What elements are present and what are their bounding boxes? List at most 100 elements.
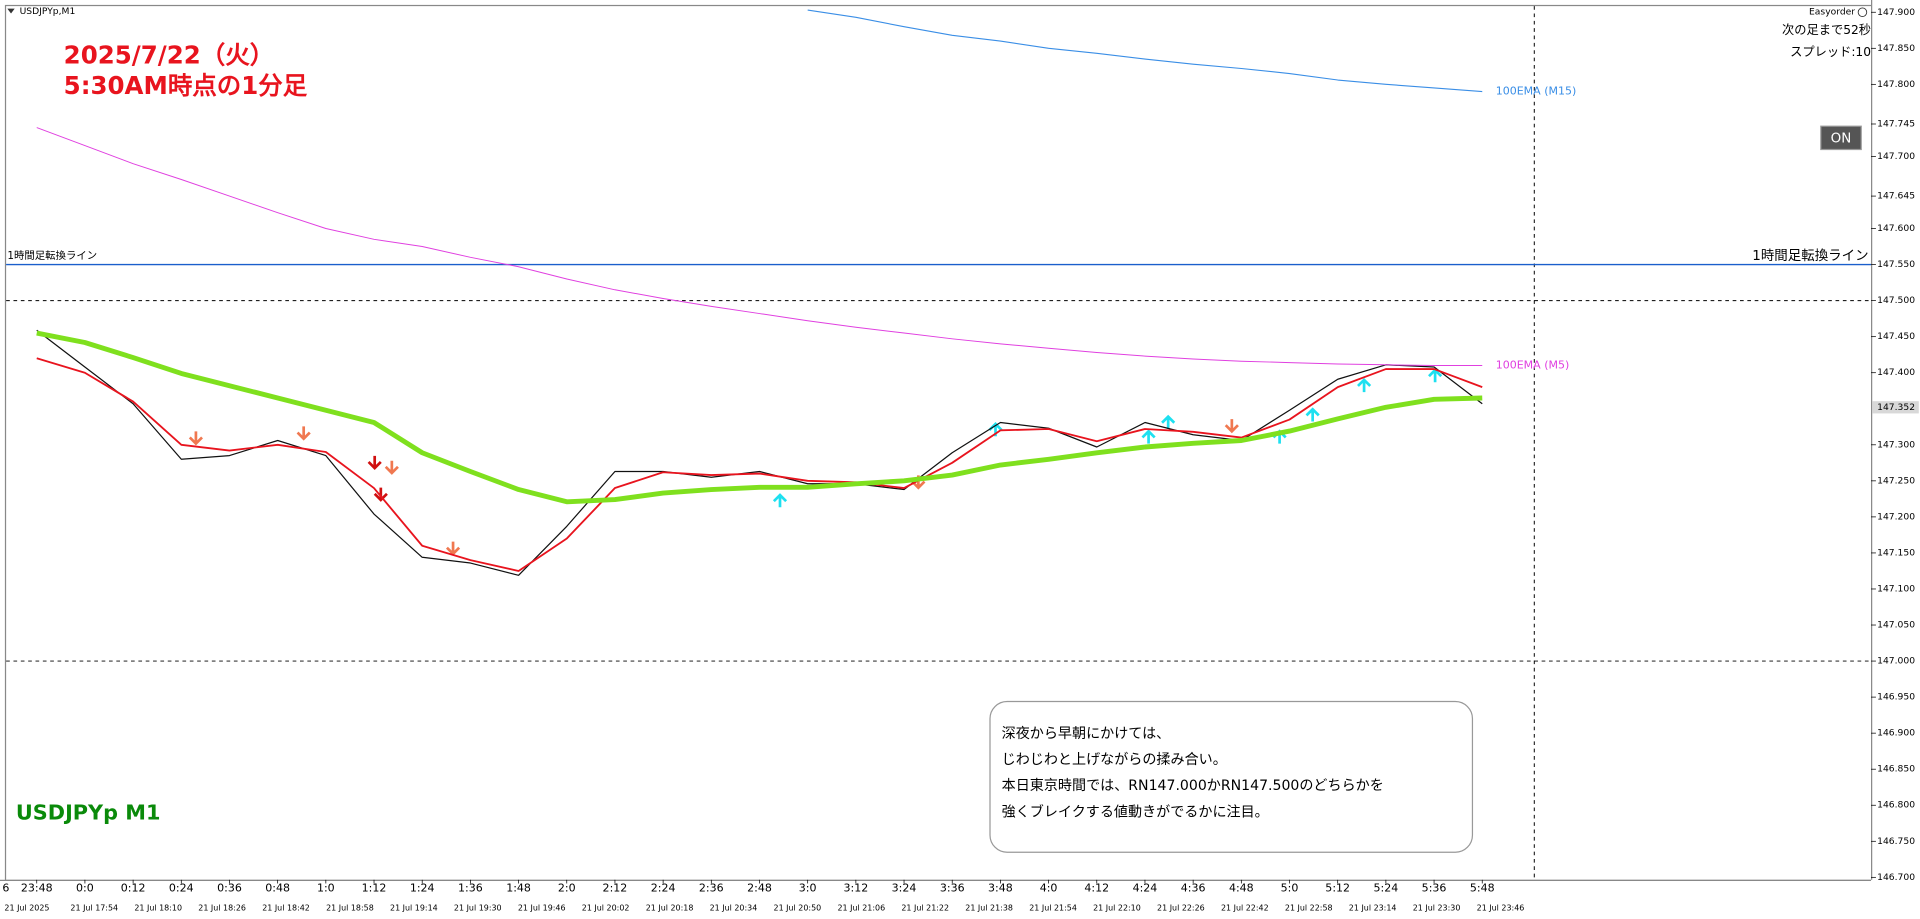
series-label: 100EMA (M5) [1496,358,1570,371]
x-tick-label: 3:48 [988,881,1013,894]
y-tick-label: 147.100 [1877,583,1915,594]
x2-tick-label: 21 Jul 23:14 [1349,903,1397,912]
y-tick-label: 147.550 [1877,259,1915,270]
x-tick-label: 3:36 [940,881,965,894]
panel-close[interactable] [1857,7,1868,17]
x2-tick-label: 21 Jul 21:38 [965,903,1013,912]
x-tick-label: 5:36 [1422,881,1447,894]
x-tick-label: 2:0 [558,881,576,894]
x-tick-label: 0:12 [121,881,146,894]
x2-tick-label: 21 Jul 23:46 [1477,903,1525,912]
x-tick-label: 2:12 [603,881,628,894]
y-tick-label: 147.300 [1877,439,1915,450]
x-tick-label: 1:12 [362,881,387,894]
note-line: じわじわと上げながらの揉み合い。 [1002,752,1227,768]
title: 2025/7/22（火） [64,40,275,69]
x2-tick-label: 21 Jul 17:54 [70,903,118,912]
y-tick-label: 147.645 [1877,191,1915,202]
series-line [36,330,1483,505]
y-tick-label: 147.850 [1877,43,1915,54]
x-tick-label: 5:0 [1281,881,1299,894]
x2-tick-label: 21 Jul 21:54 [1029,903,1077,912]
y-tick-label: 146.900 [1877,728,1915,739]
x-tick-label: 0:36 [217,881,242,894]
y-tick-label: 147.400 [1877,367,1915,378]
x2-tick-label: 21 Jul 22:42 [1221,903,1269,912]
x-tick-label: 3:0 [799,881,817,894]
x-tick-label: 5:12 [1325,881,1350,894]
x2-tick-label: 21 Jul 20:02 [582,903,630,912]
subtitle: 5:30AM時点の1分足 [64,71,308,100]
x2-tick-label: 21 Jul 20:34 [710,903,758,912]
y-tick-label: 147.050 [1877,620,1915,631]
x-tick-label: 4:36 [1181,881,1206,894]
x-tick-label: 3:24 [892,881,917,894]
y-tick-label: 147.600 [1877,223,1915,234]
price-axis [1871,0,1920,919]
x-tick-label: 2:48 [747,881,772,894]
x2-tick-label: 21 Jul 19:14 [390,903,438,912]
y-tick-label: 147.000 [1877,656,1915,667]
series-line [807,9,1483,93]
x-tick-label: 4:0 [1040,881,1058,894]
countdown: 次の足まで52秒 [1782,23,1871,37]
x2-tick-label: 21 Jul 19:30 [454,903,502,912]
x2-tick-label: 21 Jul 19:46 [518,903,566,912]
x2-tick-label: 21 Jul 22:10 [1093,903,1141,912]
y-tick-label: 147.745 [1877,118,1915,129]
current-price-box [1872,401,1919,414]
series-label: 100EMA (M15) [1496,85,1577,98]
y-tick-label: 146.850 [1877,764,1915,775]
series-line [36,127,1483,367]
watermark: USDJPYp M1 [16,801,161,825]
x-tick-label: 1:0 [317,881,335,894]
x-tick-label: 1:36 [458,881,483,894]
y-tick-label: 146.700 [1877,872,1915,883]
current-price-label: 147.352 [1877,402,1915,413]
x2-tick-label: 21 Jul 20:50 [774,903,822,912]
x-tick-label: 4:48 [1229,881,1254,894]
x2-tick-label: 21 Jul 18:26 [198,903,246,912]
note-line: 深夜から早朝にかけては、 [1002,726,1171,742]
x-tick-label: 4:24 [1133,881,1158,894]
x-tick-label: 0:48 [265,881,290,894]
sell-arrows-strong [367,455,388,502]
x-tick-label: 2:24 [651,881,676,894]
x2-tick-label: 21 Jul 22:26 [1157,903,1205,912]
y-tick-label: 146.750 [1877,836,1915,847]
y-tick-label: 147.800 [1877,79,1915,90]
y-tick-label: 147.200 [1877,511,1915,522]
x-edge-label: 6 [2,881,9,894]
level-label: 1時間足転換ライン [1752,248,1868,264]
x-tick-label: 1:48 [506,881,531,894]
on-button[interactable] [1820,125,1862,151]
panel-name: Easyorder [1809,7,1855,18]
x2-tick-label: 21 Jul 21:22 [901,903,949,912]
menu-arrow[interactable] [7,8,15,14]
symbol-label: USDJPYp,M1 [20,6,76,17]
on-button-label[interactable]: ON [1831,130,1852,146]
x-tick-label: 3:12 [843,881,868,894]
y-tick-label: 146.950 [1877,692,1915,703]
x-tick-label: 2:36 [699,881,724,894]
x2-tick-label: 21 Jul 2025 [4,903,49,912]
x2-tick-label: 21 Jul 18:42 [262,903,310,912]
note-line: 本日東京時間では、RN147.000かRN147.500のどちらかを [1002,778,1384,794]
y-tick-label: 147.500 [1877,295,1915,306]
y-tick-label: 147.700 [1877,151,1915,162]
y-tick-label: 147.900 [1877,7,1915,18]
y-tick-label: 147.450 [1877,331,1915,342]
x-tick-label: 4:12 [1084,881,1109,894]
spread: スプレッド:10 [1790,45,1871,59]
y-tick-label: 146.800 [1877,800,1915,811]
x-tick-label: 5:24 [1374,881,1399,894]
x2-tick-label: 21 Jul 22:58 [1285,903,1333,912]
note-line: 強くブレイクする値動きがでるかに注目。 [1002,803,1269,820]
x2-tick-label: 21 Jul 18:10 [134,903,182,912]
x2-tick-label: 21 Jul 23:30 [1413,903,1461,912]
x2-tick-label: 21 Jul 21:06 [837,903,885,912]
y-tick-label: 147.250 [1877,475,1915,486]
